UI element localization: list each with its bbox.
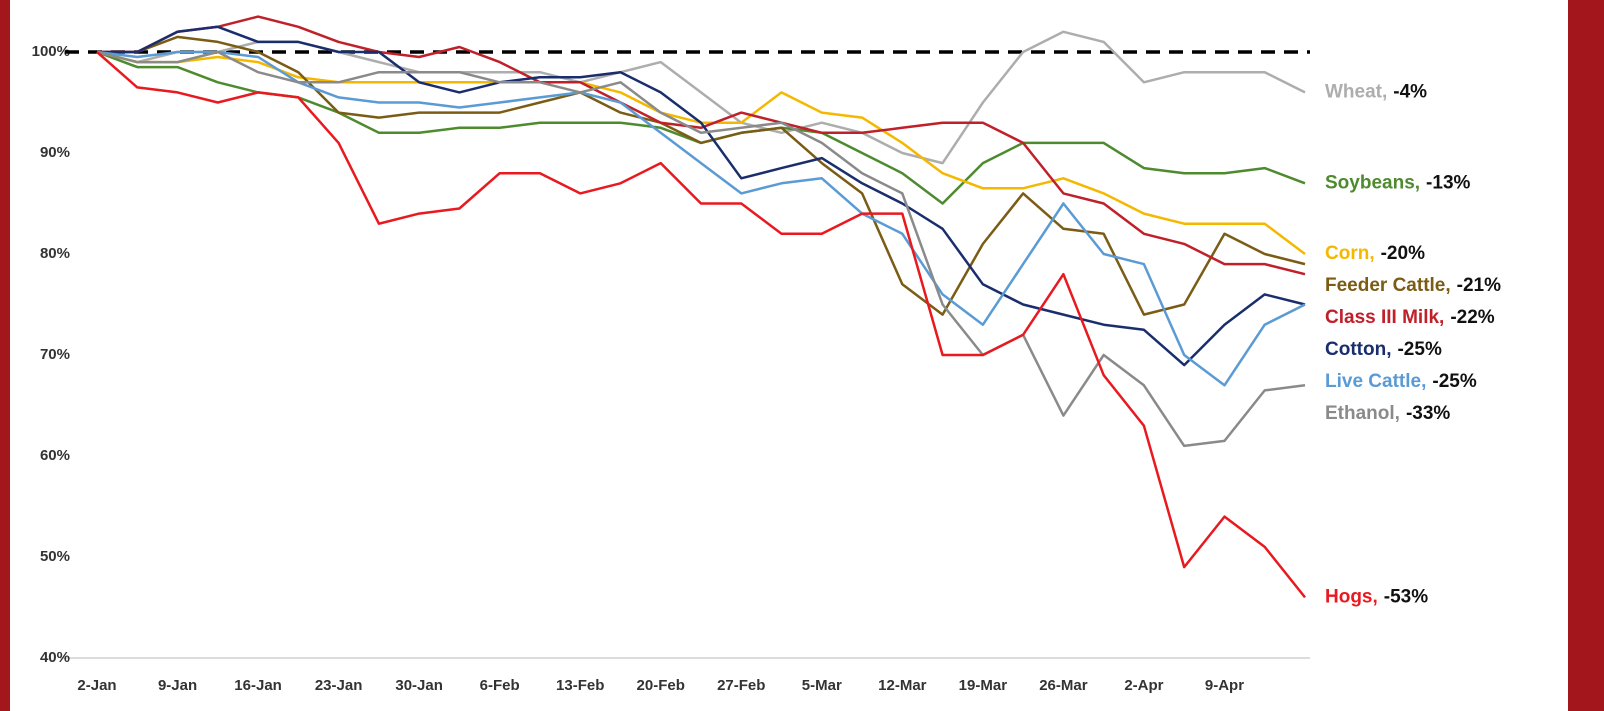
series-label: Wheat, -4% — [1325, 81, 1427, 102]
series-label: Feeder Cattle, -21% — [1325, 275, 1501, 296]
series-change: -20% — [1381, 243, 1425, 264]
x-tick-label: 9-Apr — [1205, 677, 1244, 694]
series-name: Live Cattle, — [1325, 371, 1426, 392]
series-name: Ethanol, — [1325, 403, 1400, 424]
series-label: Soybeans, -13% — [1325, 172, 1471, 193]
x-tick-label: 19-Mar — [959, 677, 1008, 694]
x-tick-label: 12-Mar — [878, 677, 927, 694]
series-name: Hogs, — [1325, 586, 1378, 607]
series-change: -33% — [1406, 403, 1450, 424]
y-tick-label: 40% — [40, 649, 70, 666]
x-tick-label: 13-Feb — [556, 677, 604, 694]
series-name: Soybeans, — [1325, 172, 1420, 193]
series-line — [97, 25, 1306, 367]
y-tick-label: 70% — [40, 346, 70, 363]
x-tick-label: 2-Jan — [77, 677, 116, 694]
series-line — [96, 50, 1306, 448]
series-label: Cotton, -25% — [1325, 339, 1442, 360]
series-label: Corn, -20% — [1325, 243, 1425, 264]
plot-background — [10, 0, 1568, 711]
series-label: Hogs, -53% — [1325, 586, 1428, 607]
series-change: -25% — [1432, 371, 1476, 392]
series-change: -25% — [1397, 339, 1441, 360]
series-change: -21% — [1457, 275, 1501, 296]
x-tick-label: 23-Jan — [315, 677, 363, 694]
y-tick-label: 90% — [40, 144, 70, 161]
x-tick-label: 16-Jan — [234, 677, 282, 694]
y-tick-label: 100% — [32, 43, 70, 60]
series-label: Live Cattle, -25% — [1325, 371, 1477, 392]
series-change: -4% — [1393, 81, 1427, 102]
x-tick-label: 26-Mar — [1039, 677, 1088, 694]
series-label: Class III Milk, -22% — [1325, 307, 1495, 328]
series-label: Ethanol, -33% — [1325, 403, 1450, 424]
series-line — [97, 15, 1306, 276]
series-change: -22% — [1450, 307, 1494, 328]
series-change: -13% — [1426, 172, 1470, 193]
series-name: Corn, — [1325, 243, 1375, 264]
x-tick-label: 27-Feb — [717, 677, 765, 694]
y-tick-label: 60% — [40, 447, 70, 464]
x-tick-label: 20-Feb — [637, 677, 685, 694]
series-line — [96, 51, 1306, 599]
series-name: Wheat, — [1325, 81, 1387, 102]
series-line — [97, 35, 1306, 316]
x-tick-label: 2-Apr — [1124, 677, 1163, 694]
series-name: Class III Milk, — [1325, 307, 1444, 328]
series-change: -53% — [1384, 586, 1428, 607]
x-tick-label: 30-Jan — [395, 677, 443, 694]
series-name: Feeder Cattle, — [1325, 275, 1451, 296]
x-tick-label: 9-Jan — [158, 677, 197, 694]
x-tick-label: 5-Mar — [802, 677, 842, 694]
y-tick-label: 80% — [40, 245, 70, 262]
x-tick-label: 6-Feb — [480, 677, 520, 694]
y-tick-label: 50% — [40, 548, 70, 565]
series-name: Cotton, — [1325, 339, 1391, 360]
